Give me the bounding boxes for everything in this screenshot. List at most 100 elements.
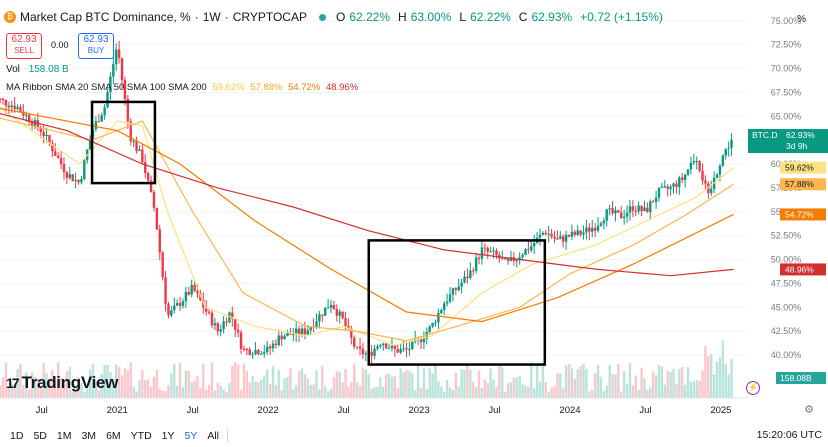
candle-body	[686, 169, 690, 175]
utc-clock[interactable]: 15:20:06 UTC	[756, 429, 822, 441]
volume-legend[interactable]: Vol 158.08 B	[6, 64, 69, 75]
buy-button[interactable]: 62.93 BUY	[78, 33, 114, 59]
volume-bar	[117, 367, 121, 398]
candle-body	[335, 309, 339, 316]
volume-value: 158.08 B	[28, 64, 69, 75]
range-5d[interactable]: 5D	[33, 429, 47, 442]
high-value: 63.00%	[410, 10, 452, 24]
candle-body	[678, 177, 681, 187]
volume-bar	[535, 365, 539, 398]
range-1y[interactable]: 1Y	[161, 429, 175, 442]
candle-body	[100, 115, 103, 122]
volume-tag-label: 158.08B	[780, 373, 812, 383]
volume-bar	[654, 375, 658, 398]
candle-body	[236, 329, 240, 333]
volume-bar	[518, 375, 521, 398]
candle-body	[396, 349, 399, 353]
candle-body	[567, 234, 571, 237]
range-3m[interactable]: 3M	[81, 429, 97, 442]
compare-icon[interactable]: ⚡	[746, 381, 760, 395]
candle-body	[173, 305, 176, 311]
symbol-title[interactable]: Market Cap BTC Dominance, %	[20, 10, 191, 24]
candle-body	[205, 307, 208, 312]
volume-bar	[219, 385, 222, 398]
candle-body	[155, 207, 159, 230]
candle-body	[149, 180, 153, 192]
volume-bar	[701, 370, 704, 398]
range-1m[interactable]: 1M	[56, 429, 72, 442]
candle-body	[559, 236, 562, 240]
range-5y[interactable]: 5Y	[184, 429, 198, 442]
gear-icon[interactable]: ⚙	[804, 404, 814, 416]
volume-bar	[472, 381, 475, 398]
candle-body	[390, 345, 394, 349]
candle-body	[361, 348, 365, 355]
candle-body	[83, 160, 86, 180]
tradingview-logo[interactable]: 17 TradingView	[6, 373, 118, 393]
volume-bar	[556, 373, 559, 398]
candle-body	[54, 151, 57, 156]
candle-body	[440, 309, 443, 313]
volume-bar	[350, 381, 353, 398]
candle-body	[341, 311, 344, 319]
volume-bar	[277, 370, 280, 398]
candle-body	[216, 323, 220, 332]
volume-bar	[161, 391, 164, 398]
volume-bar	[495, 386, 498, 398]
volume-bar	[335, 371, 339, 398]
candle-body	[608, 208, 611, 210]
candle-body	[454, 288, 458, 290]
candle-body	[538, 234, 542, 238]
range-all[interactable]: All	[207, 429, 220, 442]
volume-bar	[42, 362, 45, 398]
candle-body	[579, 230, 582, 235]
candle-body	[457, 286, 460, 290]
volume-bar	[486, 383, 489, 398]
volume-bar	[109, 371, 112, 398]
candle-body	[56, 155, 60, 158]
candle-body	[350, 328, 353, 338]
volume-bar	[483, 379, 487, 398]
volume-bar	[376, 387, 379, 398]
candle-body	[422, 338, 426, 343]
volume-tag	[776, 372, 826, 384]
candle-body	[637, 205, 640, 212]
volume-bar	[48, 381, 51, 398]
volume-bar	[663, 384, 666, 398]
close-key: C	[518, 10, 528, 24]
candle-body	[681, 177, 684, 180]
sell-button[interactable]: 62.93 SELL	[6, 33, 42, 59]
candle-body	[25, 114, 28, 116]
candle-body	[347, 325, 350, 329]
sma100-value: 54.72%	[288, 82, 321, 93]
ma-ribbon-legend[interactable]: MA Ribbon SMA 20 SMA 50 SMA 100 SMA 200 …	[6, 82, 358, 93]
range-ytd[interactable]: YTD	[130, 429, 152, 442]
range-1d[interactable]: 1D	[10, 429, 24, 442]
price-tick-label: 52.50%	[771, 231, 802, 241]
source-label: CRYPTOCAP	[232, 10, 307, 24]
volume-bar	[106, 365, 109, 398]
price-chart[interactable]: 75.00%72.50%70.00%67.50%65.00%62.50%60.0…	[0, 0, 828, 424]
range-6m[interactable]: 6M	[106, 429, 121, 442]
volume-bar	[155, 369, 159, 398]
candle-body	[443, 303, 446, 310]
volume-bar	[329, 388, 333, 398]
volume-bar	[562, 388, 565, 398]
volume-bar	[625, 384, 629, 398]
volume-bar	[184, 370, 188, 398]
sma50-value: 57.88%	[250, 82, 283, 93]
candle-body	[141, 149, 144, 163]
candle-body	[675, 183, 678, 187]
volume-bar	[19, 364, 22, 398]
candle-body	[103, 107, 106, 116]
candle-body	[611, 208, 614, 214]
candle-body	[213, 323, 217, 326]
volume-bar	[263, 376, 266, 398]
volume-bar	[300, 368, 304, 398]
time-tick-label: Jul	[639, 405, 651, 416]
last-price-tag	[748, 129, 828, 154]
volume-bar	[16, 368, 19, 398]
candle-body	[564, 234, 568, 242]
interval-label[interactable]: 1W	[202, 10, 221, 24]
toolbar-divider	[227, 429, 229, 442]
